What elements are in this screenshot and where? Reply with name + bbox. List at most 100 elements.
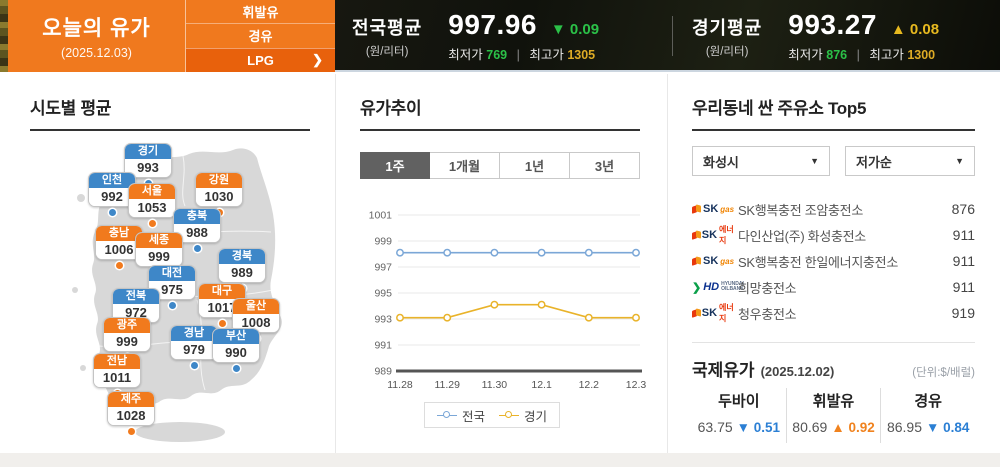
tab-diesel-label: 경유 xyxy=(248,29,273,45)
region-select[interactable]: 화성시 ▼ xyxy=(692,146,830,176)
period-tab-1년[interactable]: 1년 xyxy=(500,152,570,179)
station-row[interactable]: ❯ HD HYUNDAI OILBANK 희망충전소 911 xyxy=(692,274,975,300)
period-tab-3년[interactable]: 3년 xyxy=(570,152,640,179)
region-name: 부산 xyxy=(213,329,259,344)
national-average-label: 전국평균 xyxy=(352,17,423,38)
region-price: 1006 xyxy=(96,241,142,259)
region-label-제주[interactable]: 제주 1028 xyxy=(107,391,155,435)
legend-item-전국: 전국 xyxy=(436,406,485,425)
series-marker-icon xyxy=(499,410,519,420)
brand-logo: SK 에너지 xyxy=(692,224,738,246)
region-select-value: 화성시 xyxy=(703,154,739,170)
region-price: 1030 xyxy=(196,188,242,206)
region-label-대전[interactable]: 대전 975 xyxy=(148,265,196,309)
svg-text:12.2: 12.2 xyxy=(579,379,600,391)
station-list: SK gas SK행복충전 조암충전소 876 SK 에너지 다인산업(주) 화성충전소 91… xyxy=(692,196,975,326)
svg-text:11.28: 11.28 xyxy=(387,379,413,391)
region-label-부산[interactable]: 부산 990 xyxy=(212,328,260,372)
sort-select[interactable]: 저가순 ▼ xyxy=(845,146,975,176)
brand-logo: SK gas xyxy=(692,255,738,267)
svg-text:12.1: 12.1 xyxy=(531,379,552,391)
tab-lpg-label: LPG xyxy=(247,52,274,68)
tab-gasoline[interactable]: 휘발유 xyxy=(186,0,335,23)
station-row[interactable]: SK gas SK행복충전 한일에너지충전소 911 xyxy=(692,248,975,274)
region-dot xyxy=(115,262,123,269)
gyeonggi-change-value: 0.08 xyxy=(909,21,940,38)
region-dot xyxy=(232,365,240,372)
region-name: 경남 xyxy=(171,326,217,341)
sk-logo-text: SK xyxy=(703,203,719,215)
region-price: 999 xyxy=(104,333,150,351)
series-marker-icon xyxy=(436,410,457,420)
cheap-stations-panel: 우리동네 싼 주유소 Top5 화성시 ▼ 저가순 ▼ SK gas SK행복충전 … xyxy=(668,74,1000,453)
app-title-box: 오늘의 유가 (2025.12.03) xyxy=(8,0,185,72)
region-name: 대전 xyxy=(149,266,195,281)
sk-logo-subtext: gas xyxy=(720,204,735,214)
intl-oil-value: 86.95 xyxy=(886,419,922,435)
header-photo-edge xyxy=(0,0,8,72)
gyeonggi-price-change: ▲ 0.08 xyxy=(891,21,939,38)
region-label-서울[interactable]: 서울 1053 xyxy=(128,183,176,227)
tab-diesel[interactable]: 경유 xyxy=(186,23,335,47)
region-price: 999 xyxy=(136,248,182,266)
region-name: 인천 xyxy=(89,173,135,188)
hd-logo-text: HD xyxy=(703,281,720,293)
section-divider xyxy=(692,342,975,343)
station-row[interactable]: SK 에너지 청우충전소 919 xyxy=(692,300,975,326)
svg-text:995: 995 xyxy=(374,288,392,300)
sk-butterfly-icon xyxy=(692,255,701,266)
region-label-전남[interactable]: 전남 1011 xyxy=(93,353,141,397)
header-band: 오늘의 유가 (2025.12.03) 휘발유 경유 LPG ❯ 전국평균 (원… xyxy=(0,0,1000,72)
region-price: 979 xyxy=(171,341,217,359)
region-dot xyxy=(193,245,201,252)
region-name: 울산 xyxy=(233,299,279,314)
station-row[interactable]: SK 에너지 다인산업(주) 화성충전소 911 xyxy=(692,222,975,248)
region-price: 975 xyxy=(149,281,195,299)
fuel-type-tabs: 휘발유 경유 LPG ❯ xyxy=(185,0,335,72)
region-name: 세종 xyxy=(136,233,182,248)
regional-panel-title: 시도별 평균 xyxy=(30,99,112,118)
period-tab-1개월[interactable]: 1개월 xyxy=(430,152,500,179)
brand-logo: ❯ HD HYUNDAI OILBANK xyxy=(692,281,744,294)
region-dot xyxy=(168,302,176,309)
gyeonggi-average-price: 993.27 xyxy=(788,9,877,40)
low-price-label: 최저가 xyxy=(448,48,483,62)
region-label-경남[interactable]: 경남 979 xyxy=(170,325,218,369)
title-underline xyxy=(360,129,640,131)
period-tabs: 1주 1개월 1년 3년 xyxy=(360,152,640,179)
national-average-price: 997.96 xyxy=(448,9,537,40)
intl-oil-change: ▼ 0.84 xyxy=(926,420,970,435)
gyeonggi-average-unit: (원/리터) xyxy=(705,45,749,58)
price-trend-panel: 유가추이 1주 1개월 1년 3년 989 991 993 995 997 999 1001 11.… xyxy=(336,74,668,453)
station-price: 911 xyxy=(952,253,975,269)
intl-oil-item-휘발유: 휘발유 80.69 ▲ 0.92 xyxy=(785,388,881,443)
region-label-강원[interactable]: 강원 1030 xyxy=(195,172,243,216)
region-label-울산[interactable]: 울산 1008 xyxy=(232,298,280,342)
hd-logo-subtext: HYUNDAI OILBANK xyxy=(721,281,744,292)
station-price: 876 xyxy=(951,201,975,217)
brand-logo: SK 에너지 xyxy=(692,302,738,324)
svg-text:997: 997 xyxy=(374,262,392,274)
page-title: 오늘의 유가 xyxy=(42,17,151,40)
region-label-세종[interactable]: 세종 999 xyxy=(135,232,183,276)
station-price: 911 xyxy=(952,279,975,295)
region-label-인천[interactable]: 인천 992 xyxy=(88,172,136,216)
region-price: 1011 xyxy=(94,369,140,387)
region-label-대구[interactable]: 대구 1017 xyxy=(198,283,246,327)
sk-logo-text: SK xyxy=(701,307,718,319)
region-label-광주[interactable]: 광주 999 xyxy=(103,317,151,361)
svg-text:999: 999 xyxy=(374,236,392,248)
station-price: 919 xyxy=(951,305,975,321)
region-label-경북[interactable]: 경북 989 xyxy=(218,248,266,292)
national-average-block: 전국평균 (원/리터) 997.96 ▼ 0.09 최저가 769 | 최고가 … xyxy=(352,9,599,62)
period-tab-1주[interactable]: 1주 xyxy=(360,152,430,179)
station-row[interactable]: SK gas SK행복충전 조암충전소 876 xyxy=(692,196,975,222)
sk-butterfly-icon xyxy=(692,307,701,318)
chevron-down-icon: ▼ xyxy=(810,156,819,166)
intl-oil-change: ▲ 0.92 xyxy=(831,420,875,435)
tab-lpg[interactable]: LPG ❯ xyxy=(186,47,335,72)
region-dot xyxy=(218,320,226,327)
station-name: 희망충전소 xyxy=(738,280,797,296)
separator: | xyxy=(856,48,860,62)
